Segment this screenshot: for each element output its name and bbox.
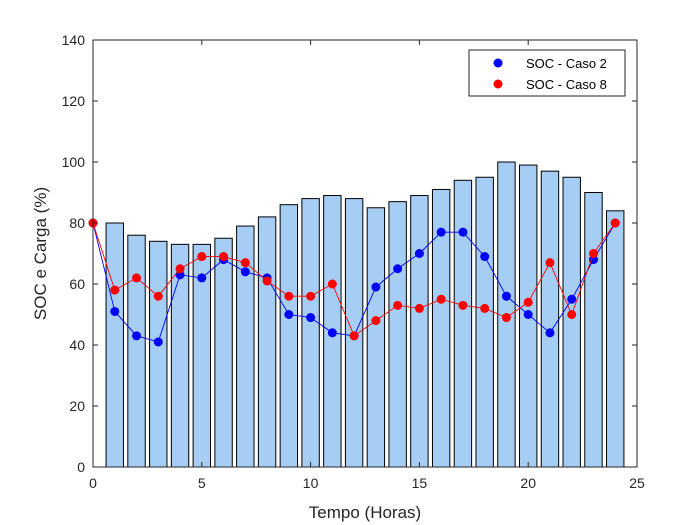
data-point xyxy=(545,258,555,268)
y-tick-label: 80 xyxy=(69,215,85,231)
legend-label-caso-8: SOC - Caso 8 xyxy=(526,77,607,92)
data-point xyxy=(610,218,620,228)
x-tick-label: 20 xyxy=(520,475,536,491)
bar xyxy=(149,240,168,468)
line-series xyxy=(88,218,620,347)
data-point xyxy=(523,297,533,307)
data-point xyxy=(501,313,511,323)
data-point xyxy=(219,252,229,262)
bar xyxy=(127,234,146,468)
legend-marker-caso-8 xyxy=(493,79,503,89)
data-point xyxy=(240,258,250,268)
bar xyxy=(540,170,560,468)
data-point xyxy=(262,276,272,286)
data-point xyxy=(110,306,120,316)
y-tick-label: 120 xyxy=(62,93,86,109)
x-tick-label: 15 xyxy=(412,475,428,491)
bar xyxy=(301,198,320,468)
data-point xyxy=(545,328,555,338)
x-axis-label: Tempo (Horas) xyxy=(309,503,421,522)
x-tick-label: 10 xyxy=(303,475,319,491)
data-point xyxy=(414,249,424,258)
data-point xyxy=(458,227,468,237)
data-point xyxy=(306,291,316,301)
plot-frame xyxy=(92,39,638,468)
data-point xyxy=(458,300,468,310)
bar xyxy=(257,216,277,468)
data-point xyxy=(110,285,120,295)
data-point xyxy=(393,300,403,310)
data-point xyxy=(436,294,446,304)
bar xyxy=(366,207,386,468)
data-point xyxy=(567,294,577,304)
data-point xyxy=(327,328,337,338)
data-point xyxy=(284,291,294,301)
data-point xyxy=(501,291,511,301)
data-point xyxy=(588,249,598,258)
data-point xyxy=(349,331,359,341)
y-tick-label: 60 xyxy=(69,276,85,292)
data-point xyxy=(567,310,577,319)
data-point xyxy=(284,310,294,319)
data-point xyxy=(306,313,316,323)
data-point xyxy=(175,264,185,274)
data-point xyxy=(371,282,381,292)
bar xyxy=(453,179,473,468)
bar xyxy=(388,201,407,468)
y-axis-label: SOC e Carga (%) xyxy=(31,187,50,320)
x-tick-label: 25 xyxy=(629,475,645,491)
y-tick-label: 0 xyxy=(77,459,85,475)
data-point xyxy=(327,279,337,289)
data-point xyxy=(480,303,490,313)
data-point xyxy=(197,273,207,283)
legend: SOC - Caso 2 SOC - Caso 8 xyxy=(468,49,626,97)
data-point xyxy=(153,291,163,301)
data-point xyxy=(414,303,424,313)
bar xyxy=(214,237,233,468)
bar xyxy=(606,210,625,468)
bar xyxy=(562,176,581,468)
data-point xyxy=(523,310,533,319)
bar xyxy=(105,222,124,468)
bar xyxy=(410,195,429,468)
data-point xyxy=(371,316,381,326)
data-point xyxy=(436,227,446,237)
data-point xyxy=(132,273,142,283)
x-tick-label: 5 xyxy=(198,475,206,491)
data-point xyxy=(132,331,142,341)
data-point xyxy=(153,337,163,347)
y-tick-label: 100 xyxy=(62,154,86,170)
bar xyxy=(584,192,603,468)
bar xyxy=(279,204,299,468)
legend-box xyxy=(468,49,626,97)
data-point xyxy=(197,252,207,262)
axis-ticks: 0 5 10 15 20 25 0 20 40 60 80 100 120 140 xyxy=(62,32,645,491)
bar xyxy=(475,176,494,468)
data-point xyxy=(480,252,490,262)
legend-label-caso-2: SOC - Caso 2 xyxy=(526,56,607,71)
y-tick-label: 140 xyxy=(62,32,86,48)
data-point xyxy=(393,264,403,274)
y-tick-label: 20 xyxy=(69,398,85,414)
data-point xyxy=(240,267,250,277)
x-tick-label: 0 xyxy=(89,475,97,491)
legend-marker-caso-2 xyxy=(493,58,503,68)
y-tick-label: 40 xyxy=(69,337,85,353)
